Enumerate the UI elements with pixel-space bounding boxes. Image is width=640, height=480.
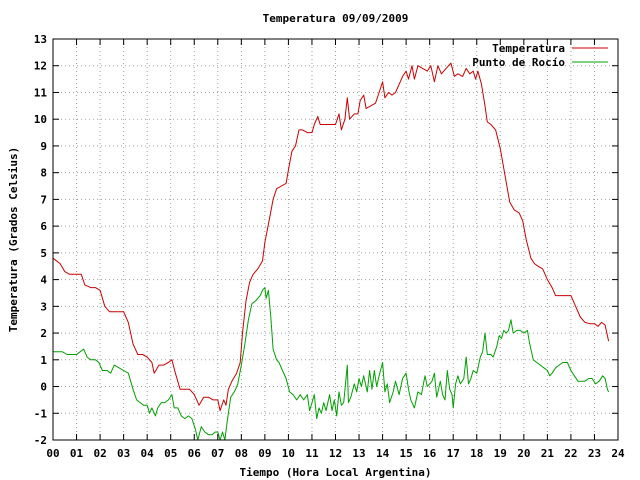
- x-tick-label: 02: [93, 447, 106, 460]
- x-tick-label: 24: [611, 447, 625, 460]
- y-tick-label: -2: [34, 434, 47, 447]
- x-tick-label: 08: [235, 447, 248, 460]
- x-tick-label: 13: [352, 447, 365, 460]
- x-tick-label: 17: [447, 447, 460, 460]
- y-tick-label: 0: [40, 381, 47, 394]
- x-tick-label: 07: [211, 447, 224, 460]
- legend-label: Temperatura: [492, 42, 565, 55]
- x-tick-label: 16: [423, 447, 437, 460]
- y-tick-label: 8: [40, 167, 47, 180]
- y-tick-label: 1: [40, 354, 47, 367]
- x-tick-label: 05: [164, 447, 177, 460]
- series-line-punto-de-rocio: [53, 287, 610, 441]
- axis-ticks: 00 01 02 03 04 05 06 07 08 09 10 11 12 13 14 15 16 17 18 19…: [34, 33, 625, 460]
- x-tick-label: 01: [70, 447, 84, 460]
- x-tick-label: 20: [517, 447, 530, 460]
- x-tick-label: 23: [588, 447, 601, 460]
- grid-lines: [53, 39, 618, 440]
- y-tick-label: 7: [40, 193, 47, 206]
- y-tick-label: 12: [34, 60, 47, 73]
- legend-label: Punto de Rocío: [472, 56, 565, 69]
- x-tick-label: 03: [117, 447, 130, 460]
- x-tick-label: 12: [329, 447, 342, 460]
- x-axis-label: Tiempo (Hora Local Argentina): [239, 466, 431, 479]
- y-tick-label: 9: [40, 140, 47, 153]
- y-tick-label: 3: [40, 300, 47, 313]
- y-axis-label: Temperatura (Grados Celsius): [7, 147, 20, 332]
- x-tick-label: 15: [400, 447, 413, 460]
- x-tick-label: 04: [141, 447, 155, 460]
- x-tick-label: 19: [494, 447, 507, 460]
- series-line-temperatura: [52, 62, 610, 412]
- x-tick-label: 11: [305, 447, 319, 460]
- y-tick-label: 13: [34, 33, 47, 46]
- x-tick-label: 21: [541, 447, 555, 460]
- x-tick-label: 10: [282, 447, 295, 460]
- y-tick-label: 2: [40, 327, 47, 340]
- x-tick-label: 00: [46, 447, 59, 460]
- x-tick-label: 09: [258, 447, 271, 460]
- y-tick-label: 5: [40, 247, 47, 260]
- x-tick-label: 18: [470, 447, 483, 460]
- series-layer: [52, 62, 610, 441]
- y-tick-label: -1: [34, 407, 48, 420]
- y-tick-label: 4: [40, 274, 47, 287]
- y-tick-label: 10: [34, 113, 47, 126]
- chart-title: Temperatura 09/09/2009: [263, 12, 409, 25]
- x-tick-label: 06: [188, 447, 202, 460]
- y-tick-label: 11: [34, 86, 48, 99]
- y-tick-label: 6: [40, 220, 47, 233]
- x-tick-label: 14: [376, 447, 390, 460]
- x-tick-label: 22: [564, 447, 577, 460]
